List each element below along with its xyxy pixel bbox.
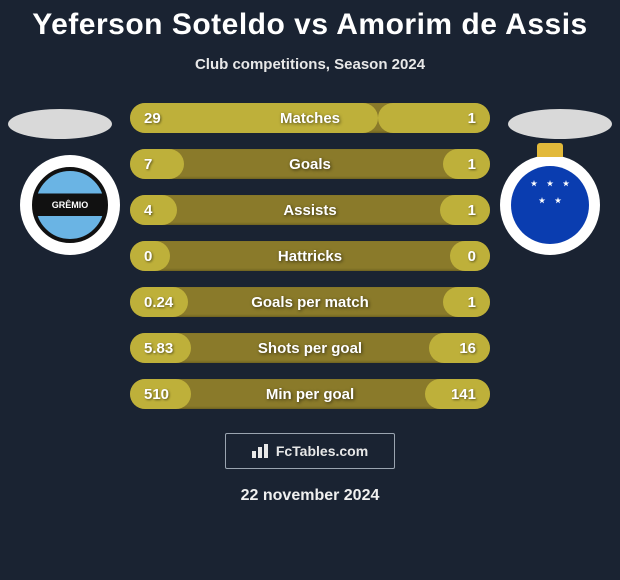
date-label: 22 november 2024 bbox=[0, 487, 620, 505]
stat-value-right: 1 bbox=[468, 202, 476, 219]
crown-icon bbox=[537, 143, 563, 157]
stat-value-right: 0 bbox=[468, 248, 476, 265]
stat-row: 0 0 Hattricks bbox=[130, 241, 490, 271]
stat-fill-left bbox=[130, 149, 184, 179]
stat-value-left: 0.24 bbox=[144, 294, 173, 311]
player-right-photo bbox=[508, 109, 612, 139]
star-icon bbox=[547, 180, 554, 187]
stat-fill-right bbox=[443, 149, 490, 179]
stat-fill-left bbox=[130, 103, 378, 133]
bar-chart-icon bbox=[252, 444, 270, 458]
stat-value-left: 7 bbox=[144, 156, 152, 173]
subtitle: Club competitions, Season 2024 bbox=[0, 56, 620, 73]
stat-label: Matches bbox=[280, 110, 340, 127]
stat-value-right: 1 bbox=[468, 294, 476, 311]
club-crest-right bbox=[500, 155, 600, 255]
stat-value-left: 29 bbox=[144, 110, 161, 127]
stat-fill-right bbox=[440, 195, 490, 225]
star-icon bbox=[563, 180, 570, 187]
stat-row: 5.83 16 Shots per goal bbox=[130, 333, 490, 363]
gremio-badge: GRÊMIO bbox=[32, 167, 108, 243]
stat-value-left: 4 bbox=[144, 202, 152, 219]
stat-row: 0.24 1 Goals per match bbox=[130, 287, 490, 317]
comparison-panel: GRÊMIO 29 1 Matches 7 1 Goals 4 1 Assists 0 0 Hattr… bbox=[0, 103, 620, 409]
stat-label: Shots per goal bbox=[258, 340, 362, 357]
stat-label: Goals per match bbox=[251, 294, 369, 311]
stat-label: Goals bbox=[289, 156, 331, 173]
stat-value-right: 1 bbox=[468, 156, 476, 173]
stat-fill-right bbox=[443, 287, 490, 317]
brand-box[interactable]: FcTables.com bbox=[225, 433, 395, 469]
page-title: Yeferson Soteldo vs Amorim de Assis bbox=[0, 0, 620, 42]
stat-label: Hattricks bbox=[278, 248, 342, 265]
stat-value-left: 5.83 bbox=[144, 340, 173, 357]
star-icon bbox=[539, 197, 546, 204]
stat-label: Min per goal bbox=[266, 386, 354, 403]
stat-value-right: 1 bbox=[468, 110, 476, 127]
stat-row: 510 141 Min per goal bbox=[130, 379, 490, 409]
star-icon bbox=[531, 180, 538, 187]
club-crest-left: GRÊMIO bbox=[20, 155, 120, 255]
brand-label: FcTables.com bbox=[276, 443, 368, 459]
stat-value-right: 16 bbox=[459, 340, 476, 357]
crest-left-code: GRÊMIO bbox=[52, 200, 89, 210]
stat-row: 4 1 Assists bbox=[130, 195, 490, 225]
stat-row: 29 1 Matches bbox=[130, 103, 490, 133]
stat-fill-left bbox=[130, 195, 177, 225]
star-icon bbox=[555, 197, 562, 204]
stat-value-right: 141 bbox=[451, 386, 476, 403]
stat-label: Assists bbox=[283, 202, 336, 219]
stat-bars: 29 1 Matches 7 1 Goals 4 1 Assists 0 0 Hattricks 0.2… bbox=[130, 103, 490, 409]
stat-value-left: 510 bbox=[144, 386, 169, 403]
stat-row: 7 1 Goals bbox=[130, 149, 490, 179]
stat-value-left: 0 bbox=[144, 248, 152, 265]
player-left-photo bbox=[8, 109, 112, 139]
cruzeiro-badge bbox=[511, 166, 589, 244]
